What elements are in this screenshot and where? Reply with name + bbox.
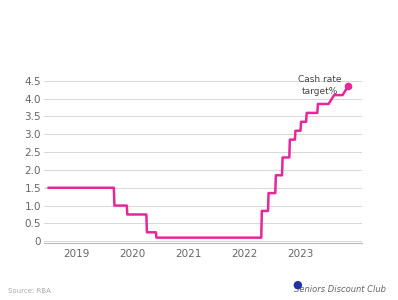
Text: ●: ● [293, 280, 302, 290]
Text: Source: RBA: Source: RBA [8, 288, 51, 294]
Text: Interest Rates: Cash Target Rate: Interest Rates: Cash Target Rate [52, 18, 346, 35]
Text: Cash rate
target%: Cash rate target% [298, 76, 342, 96]
Text: Seniors Discount Club: Seniors Discount Club [294, 285, 386, 294]
